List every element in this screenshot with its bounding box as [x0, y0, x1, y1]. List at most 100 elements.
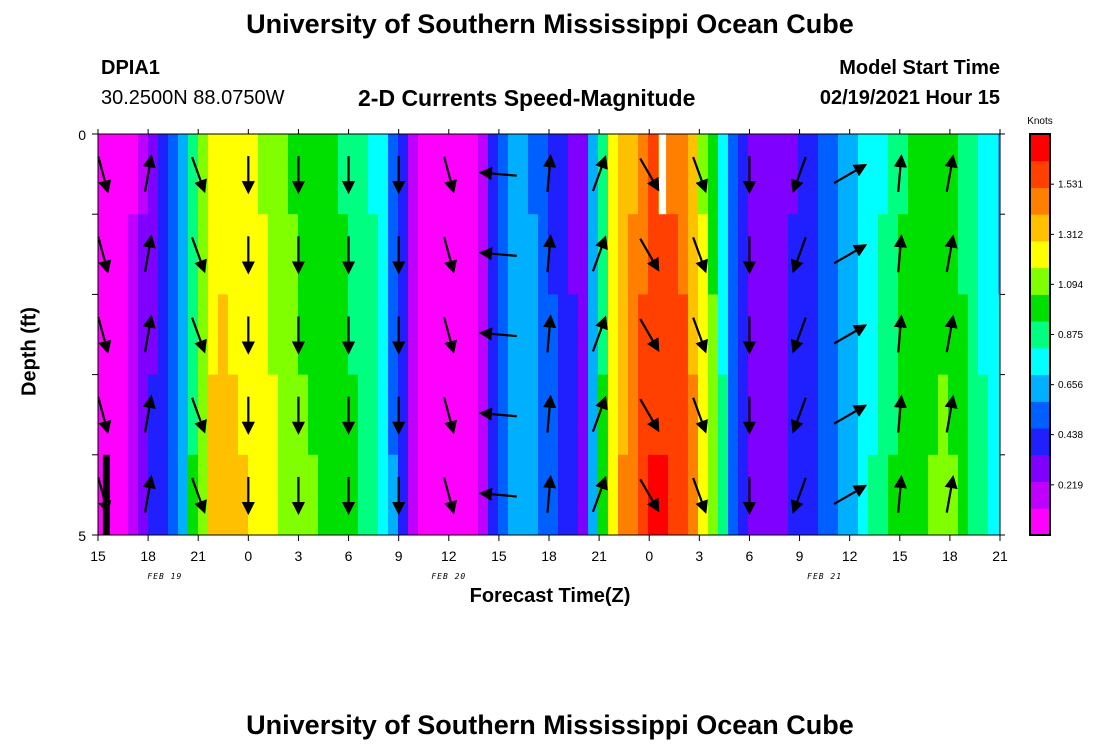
- heatmap-cell: [718, 134, 729, 215]
- heatmap-cell: [828, 374, 839, 456]
- heatmap-cell: [518, 134, 529, 215]
- heatmap-cell: [358, 214, 369, 295]
- heatmap-cell: [808, 454, 819, 536]
- heatmap-cell: [538, 214, 549, 295]
- x-tick-label: 15: [491, 548, 507, 564]
- heatmap-cell: [728, 294, 739, 376]
- heatmap-cell: [788, 134, 799, 215]
- heatmap-cell: [548, 134, 559, 215]
- heatmap-cell: [328, 454, 339, 536]
- heatmap-cell: [128, 294, 139, 376]
- heatmap-cell: [428, 294, 439, 376]
- heatmap-cell: [868, 294, 879, 376]
- date-label: FEB 21: [807, 572, 842, 581]
- heatmap-cell: [398, 214, 409, 295]
- heatmap-cell: [798, 134, 809, 215]
- heatmap-cell: [308, 294, 319, 376]
- heatmap-cell: [738, 454, 749, 536]
- heatmap-cell: [858, 134, 869, 215]
- heatmap-cell: [108, 294, 119, 376]
- x-tick-label: 15: [892, 548, 908, 564]
- heatmap-cell: [788, 374, 799, 456]
- current-vector-arrow: [833, 324, 868, 345]
- heatmap-cell: [288, 374, 299, 456]
- colorbar-segment: [1030, 134, 1050, 162]
- heatmap-cell: [728, 214, 739, 295]
- heatmap-cell: [938, 214, 949, 295]
- colorbar-tick-label: 0.875: [1058, 330, 1083, 341]
- heatmap-cell: [748, 454, 759, 536]
- colorbar-tick-label: 1.312: [1058, 230, 1083, 241]
- heatmap-cell: [648, 214, 659, 295]
- heatmap-cell: [248, 454, 259, 536]
- heatmap-cell: [688, 134, 699, 215]
- heatmap-cell: [388, 134, 399, 215]
- heatmap-cell: [778, 214, 789, 295]
- heatmap-cell: [118, 134, 129, 215]
- heatmap-cell: [268, 134, 279, 215]
- colorbar-segment: [1030, 267, 1050, 295]
- colorbar-segment: [1030, 508, 1050, 536]
- heatmap-cell: [468, 214, 479, 295]
- current-vector-arrow: [639, 157, 660, 192]
- heatmap-cell: [258, 134, 269, 215]
- colorbar: Knots 1.531 1.312 1.094 0.875 0.656 0.438 0.219: [1027, 116, 1083, 536]
- current-vector-arrow: [790, 317, 807, 354]
- heatmap-cell: [818, 294, 829, 376]
- heatmap-cell: [558, 134, 569, 215]
- heatmap-cell: [408, 374, 419, 456]
- heatmap-cell: [388, 374, 399, 456]
- current-vector-arrow: [833, 404, 868, 425]
- heatmap-cell: [308, 374, 319, 456]
- heatmap-cell: [568, 294, 579, 376]
- heatmap-cell: [818, 134, 829, 215]
- heatmap-cell: [868, 134, 879, 215]
- current-vector-arrow: [591, 235, 608, 272]
- heatmap-cell: [868, 374, 879, 456]
- heatmap-cell: [338, 134, 349, 215]
- heatmap-cell: [838, 374, 849, 456]
- heatmap-cell: [178, 214, 189, 295]
- heatmap-cell: [358, 294, 369, 376]
- heatmap-cell: [538, 134, 549, 215]
- heatmap-cell: [618, 214, 629, 295]
- heatmap-cell: [278, 374, 289, 456]
- current-vector-arrow: [833, 484, 868, 505]
- heatmap-cell: [448, 134, 459, 215]
- heatmap-cell: [808, 374, 819, 456]
- x-tick-label: 9: [796, 548, 804, 564]
- heatmap-cell: [638, 294, 649, 376]
- heatmap-cell: [298, 134, 309, 215]
- current-vector-arrow: [692, 317, 708, 354]
- heatmap-cell: [468, 374, 479, 456]
- heatmap-cell: [638, 374, 649, 456]
- heatmap-cell: [778, 134, 789, 215]
- heatmap-cell: [688, 294, 699, 376]
- current-vector-arrow: [591, 475, 608, 513]
- heatmap-cell: [438, 134, 449, 215]
- heatmap-cell: [118, 374, 129, 456]
- x-tick-label: 9: [395, 548, 403, 564]
- heatmap-cell: [158, 294, 169, 376]
- heatmap-cell: [978, 134, 989, 215]
- heatmap-cell: [818, 374, 829, 456]
- heatmap-cell: [188, 134, 199, 215]
- heatmap-cell: [968, 134, 979, 215]
- heatmap-cell: [578, 214, 589, 295]
- heatmap-cell: [108, 374, 119, 456]
- current-vector-arrow: [191, 477, 207, 514]
- current-vector-arrow: [639, 398, 660, 433]
- heatmap-cell: [708, 454, 719, 536]
- x-tick-label: 18: [140, 548, 156, 564]
- heatmap-cell: [228, 294, 239, 376]
- current-vector-arrow: [97, 156, 112, 194]
- current-vector-arrow: [790, 237, 807, 274]
- heatmap-cell: [408, 454, 419, 536]
- heatmap-cell: [138, 374, 149, 456]
- heatmap-cell: [648, 294, 659, 376]
- heatmap-cell: [138, 454, 149, 536]
- model-start-label: Model Start Time: [839, 57, 1000, 79]
- heatmap-cell: [398, 374, 409, 456]
- current-vector-arrow: [97, 316, 112, 355]
- heatmap-cell: [468, 454, 479, 536]
